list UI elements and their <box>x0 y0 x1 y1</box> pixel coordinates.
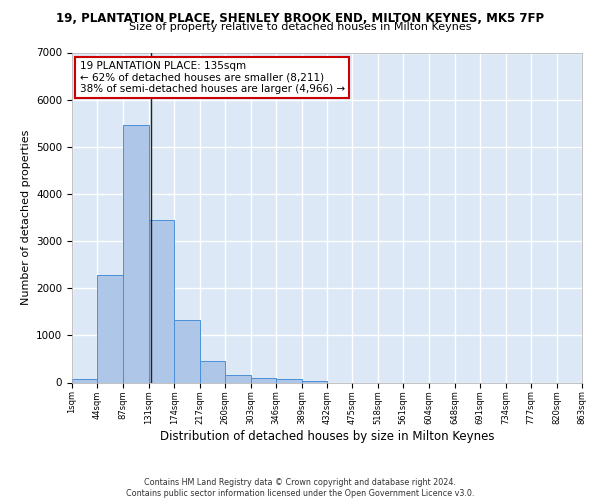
Bar <box>251 378 276 382</box>
Bar <box>225 375 251 382</box>
Bar <box>97 275 123 382</box>
Text: Size of property relative to detached houses in Milton Keynes: Size of property relative to detached ho… <box>129 22 471 32</box>
Bar <box>149 220 175 382</box>
Bar <box>123 124 149 382</box>
Y-axis label: Number of detached properties: Number of detached properties <box>20 130 31 305</box>
X-axis label: Distribution of detached houses by size in Milton Keynes: Distribution of detached houses by size … <box>160 430 494 442</box>
Bar <box>72 379 97 382</box>
Bar <box>276 380 302 382</box>
Text: Contains HM Land Registry data © Crown copyright and database right 2024.
Contai: Contains HM Land Registry data © Crown c… <box>126 478 474 498</box>
Text: 19, PLANTATION PLACE, SHENLEY BROOK END, MILTON KEYNES, MK5 7FP: 19, PLANTATION PLACE, SHENLEY BROOK END,… <box>56 12 544 26</box>
Bar <box>175 320 200 382</box>
Bar <box>200 361 225 382</box>
Text: 19 PLANTATION PLACE: 135sqm
← 62% of detached houses are smaller (8,211)
38% of : 19 PLANTATION PLACE: 135sqm ← 62% of det… <box>80 60 345 94</box>
Bar <box>302 380 327 382</box>
